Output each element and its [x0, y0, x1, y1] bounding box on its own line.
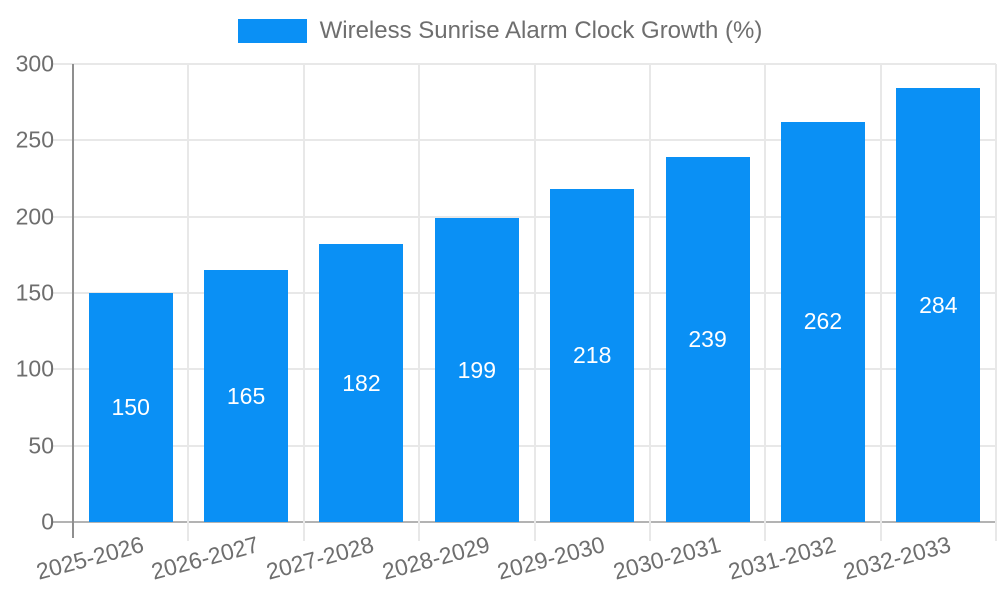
bar-value-label: 182 [342, 369, 381, 396]
bar[interactable]: 182 [319, 244, 404, 522]
bar-value-label: 218 [573, 342, 612, 369]
x-gridline [879, 64, 882, 541]
bar[interactable]: 284 [896, 88, 981, 522]
x-gridline [764, 64, 767, 541]
y-axis-tick-label: 150 [15, 279, 54, 306]
y-axis-tick-label: 0 [41, 508, 54, 535]
y-gridline [52, 444, 996, 447]
y-gridline [52, 139, 996, 142]
bar[interactable]: 165 [204, 270, 289, 522]
x-axis-zero-line [52, 521, 996, 523]
y-axis-tick-label: 300 [15, 50, 54, 77]
x-gridline [302, 64, 305, 541]
y-gridline [52, 292, 996, 294]
y-axis-tick-label: 250 [15, 126, 54, 153]
legend[interactable]: Wireless Sunrise Alarm Clock Growth (%) [0, 17, 1000, 45]
y-axis-tick-label: 200 [15, 203, 54, 230]
bar-value-label: 199 [457, 356, 496, 383]
bar[interactable]: 199 [434, 218, 519, 522]
x-gridline [648, 64, 651, 541]
bar-value-label: 165 [226, 382, 266, 409]
x-gridline [533, 64, 536, 541]
y-axis-line [72, 64, 74, 538]
legend-label: Wireless Sunrise Alarm Clock Growth (%) [319, 17, 763, 44]
x-gridline [995, 64, 997, 541]
bar-value-label: 150 [111, 394, 150, 420]
bar[interactable]: 262 [780, 122, 865, 522]
y-gridline [52, 368, 996, 371]
bar[interactable]: 218 [550, 189, 635, 522]
x-gridline [418, 64, 421, 541]
y-axis-tick-label: 100 [15, 355, 54, 382]
bar-value-label: 284 [919, 291, 958, 318]
legend-swatch [237, 19, 307, 43]
bar[interactable]: 239 [665, 157, 750, 522]
y-gridline [52, 215, 996, 218]
bar[interactable]: 150 [88, 293, 173, 522]
y-gridline [52, 63, 996, 65]
bar-value-label: 262 [803, 308, 843, 335]
y-axis-tick-label: 50 [28, 432, 54, 459]
x-gridline [187, 64, 190, 541]
bar-value-label: 239 [688, 326, 727, 353]
